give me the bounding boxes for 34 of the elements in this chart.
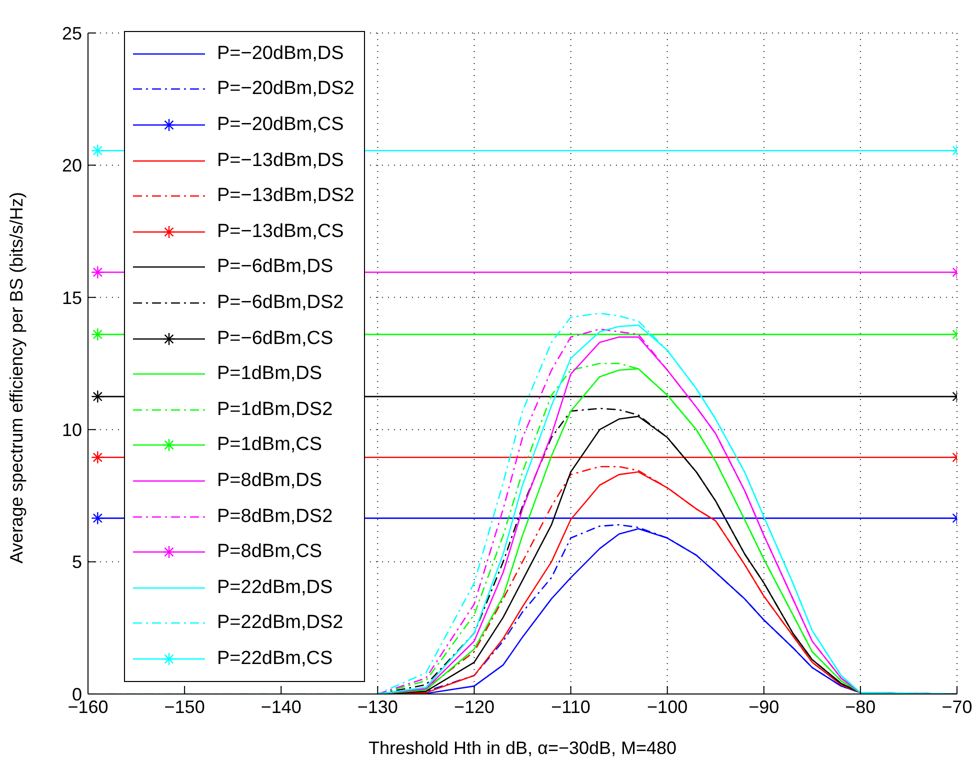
legend-label: P=22dBm,DS [217, 576, 333, 599]
y-tick-label: 25 [62, 23, 82, 44]
y-tick-label: 20 [62, 156, 82, 176]
legend-label: P=8dBm,DS [217, 470, 322, 492]
legend-label: P=−13dBm,DS2 [217, 185, 354, 208]
y-tick-label: 10 [62, 420, 82, 440]
legend-label: P=1dBm,CS [217, 434, 322, 456]
x-axis-title: Threshold Hth in dB, α=−30dB, M=480 [368, 738, 677, 758]
legend-label: P=−13dBm,DS [217, 150, 344, 172]
legend-label: P=−6dBm,DS [217, 256, 334, 278]
x-tick-label: −130 [357, 696, 398, 717]
x-tick-label: −150 [164, 696, 205, 717]
legend-label: P=8dBm,DS2 [217, 506, 333, 528]
legend-label: P=22dBm,DS2 [217, 612, 344, 634]
x-tick-label: −140 [260, 696, 302, 717]
y-axis-title: Average spectrum efficiency per BS (bits/s/Hz) [6, 192, 26, 564]
legend-label: P=22dBm,CS [217, 648, 333, 670]
legend-label: P=−20dBm,DS [217, 42, 344, 65]
y-tick-label: 15 [62, 288, 82, 308]
legend-label: P=−13dBm,CS [217, 220, 344, 243]
x-tick-label: −70 [942, 696, 972, 717]
legend-label: P=1dBm,DS [217, 363, 322, 386]
legend-label: P=8dBm,CS [217, 541, 322, 564]
x-tick-label: −100 [647, 696, 688, 717]
x-tick-label: −80 [845, 696, 876, 717]
legend-label: P=−20dBm,DS2 [217, 78, 354, 100]
y-tick-label: 5 [72, 552, 82, 572]
x-tick-label: −110 [551, 696, 590, 717]
legend-label: P=−20dBm,CS [217, 114, 344, 136]
legend-label: P=−6dBm,DS2 [217, 292, 344, 314]
x-tick-label: −120 [454, 696, 494, 717]
legend-label: P=−6dBm,CS [217, 328, 334, 350]
legend-label: P=1dBm,DS2 [217, 398, 333, 421]
x-tick-label: −90 [748, 696, 780, 717]
